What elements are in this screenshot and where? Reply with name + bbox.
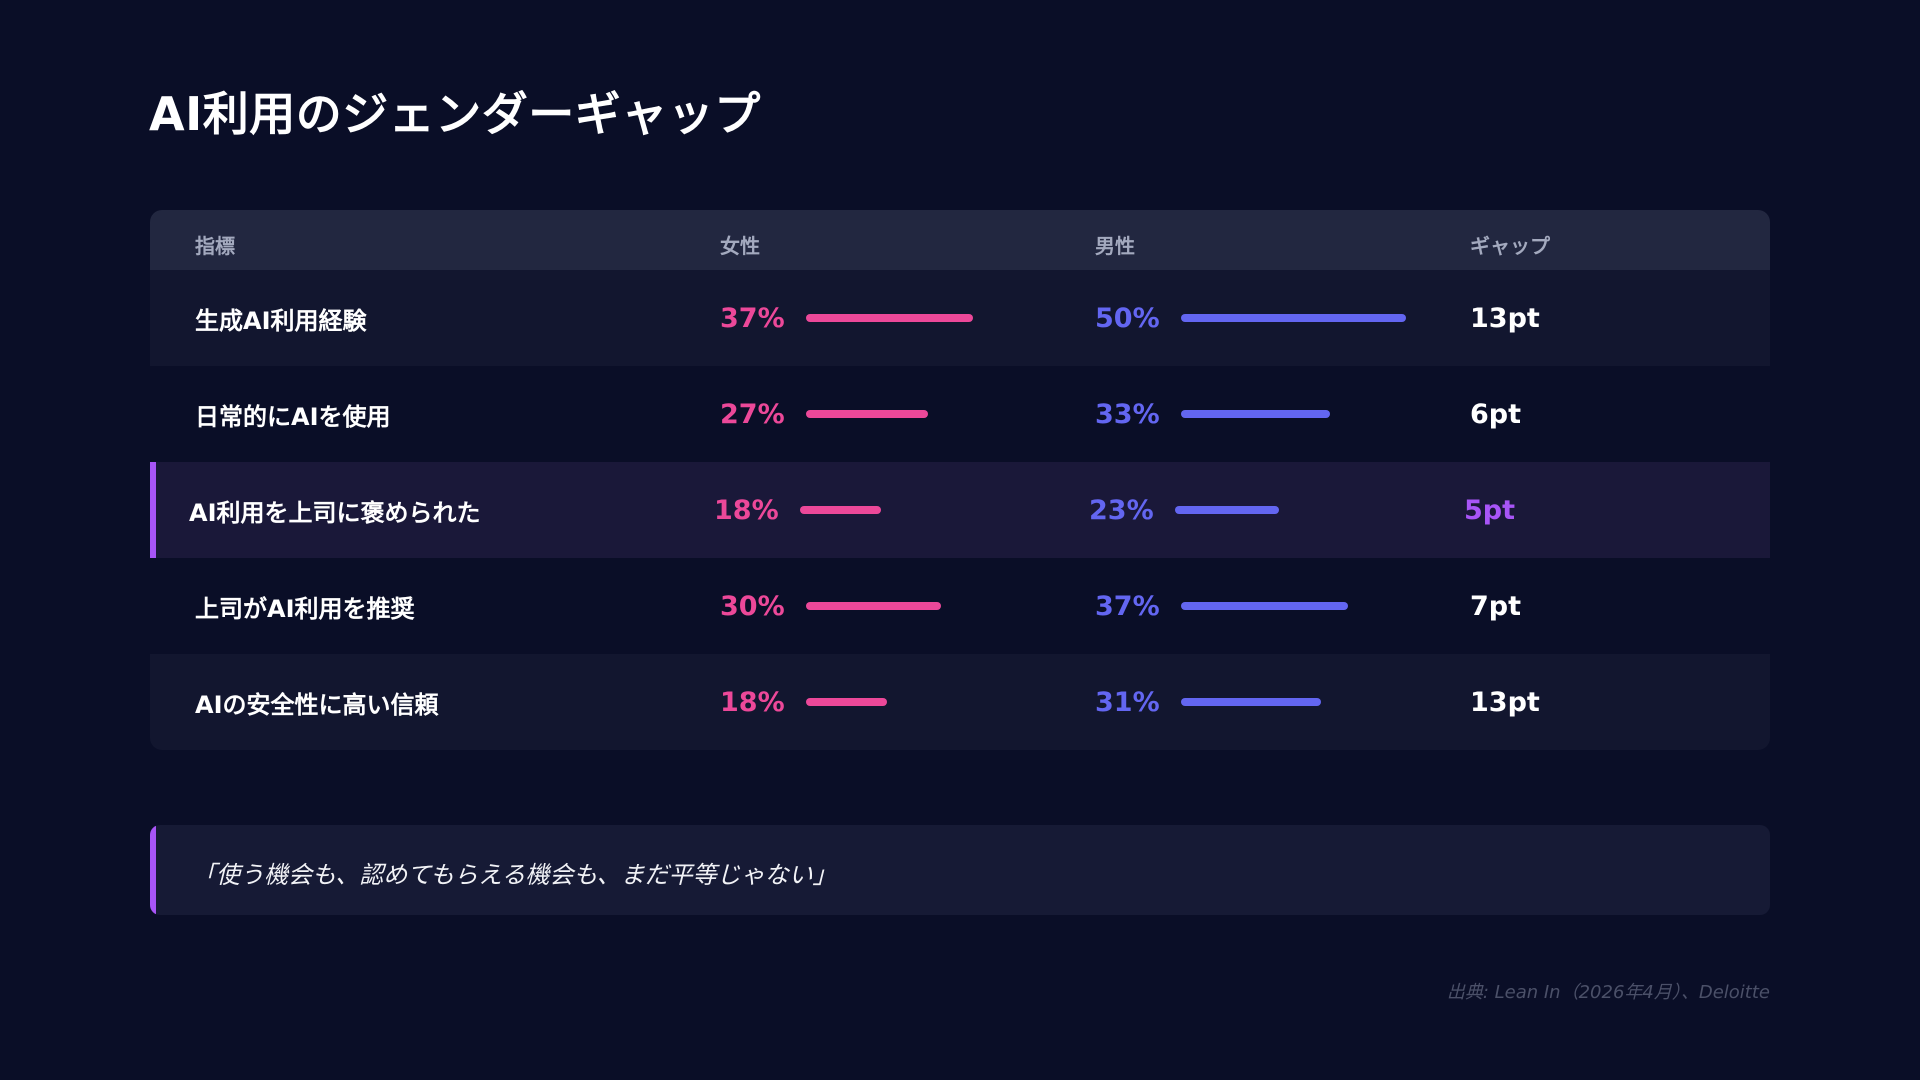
row-label: AI利用を上司に褒められた — [189, 498, 481, 527]
male-value: 33% — [1095, 398, 1160, 430]
female-bar — [800, 506, 881, 514]
male-cell: 50% — [1095, 303, 1406, 334]
quote-text: 「使う機会も、認めてもらえる機会も、まだ平等じゃない」 — [192, 861, 837, 889]
table-row-highlighted: AI利用を上司に褒められた 18% 23% 5pt — [150, 462, 1770, 558]
female-cell: 30% — [720, 591, 941, 622]
row-label: 上司がAI利用を推奨 — [195, 594, 415, 623]
header-female: 女性 — [720, 234, 760, 258]
male-cell: 23% — [1089, 495, 1279, 526]
female-cell: 18% — [720, 687, 887, 718]
male-value: 23% — [1089, 494, 1154, 526]
female-cell: 18% — [714, 495, 881, 526]
header-gap: ギャップ — [1470, 234, 1550, 258]
female-cell: 37% — [720, 303, 973, 334]
female-bar — [806, 410, 928, 418]
female-bar — [806, 602, 941, 610]
page-title: AI利用のジェンダーギャップ — [149, 87, 761, 141]
header-male: 男性 — [1095, 234, 1135, 258]
header-metric: 指標 — [195, 234, 235, 258]
male-cell: 37% — [1095, 591, 1348, 622]
male-cell: 31% — [1095, 687, 1321, 718]
table-row: 日常的にAIを使用 27% 33% 6pt — [150, 366, 1770, 462]
row-label: AIの安全性に高い信頼 — [195, 690, 439, 719]
gap-value: 5pt — [1464, 494, 1516, 526]
row-label: 生成AI利用経験 — [195, 306, 367, 335]
male-value: 37% — [1095, 590, 1160, 622]
gap-value: 6pt — [1470, 398, 1522, 430]
gap-value: 13pt — [1470, 302, 1540, 334]
female-value: 37% — [720, 302, 785, 334]
gap-value: 7pt — [1470, 590, 1522, 622]
table-row: AIの安全性に高い信頼 18% 31% 13pt — [150, 654, 1770, 750]
female-bar — [806, 698, 887, 706]
quote-box: 「使う機会も、認めてもらえる機会も、まだ平等じゃない」 — [150, 825, 1770, 915]
female-value: 18% — [714, 494, 779, 526]
female-value: 18% — [720, 686, 785, 718]
female-value: 27% — [720, 398, 785, 430]
gap-value: 13pt — [1470, 686, 1540, 718]
table-row: 生成AI利用経験 37% 50% 13pt — [150, 270, 1770, 366]
male-bar — [1181, 602, 1348, 610]
highlight-accent-bar — [150, 462, 156, 558]
row-label: 日常的にAIを使用 — [195, 402, 391, 431]
male-value: 31% — [1095, 686, 1160, 718]
table-row: 上司がAI利用を推奨 30% 37% 7pt — [150, 558, 1770, 654]
male-bar — [1175, 506, 1279, 514]
table-header: 指標 女性 男性 ギャップ — [150, 210, 1770, 270]
male-cell: 33% — [1095, 399, 1330, 430]
source-note: 出典: Lean In（2026年4月）、Deloitte — [1446, 982, 1770, 1003]
female-bar — [806, 314, 973, 322]
female-value: 30% — [720, 590, 785, 622]
female-cell: 27% — [720, 399, 928, 430]
male-bar — [1181, 314, 1406, 322]
male-bar — [1181, 410, 1330, 418]
male-value: 50% — [1095, 302, 1160, 334]
comparison-table: 指標 女性 男性 ギャップ 生成AI利用経験 37% 50% 13pt 日常的に… — [150, 210, 1770, 750]
male-bar — [1181, 698, 1321, 706]
quote-accent-bar — [150, 825, 156, 915]
